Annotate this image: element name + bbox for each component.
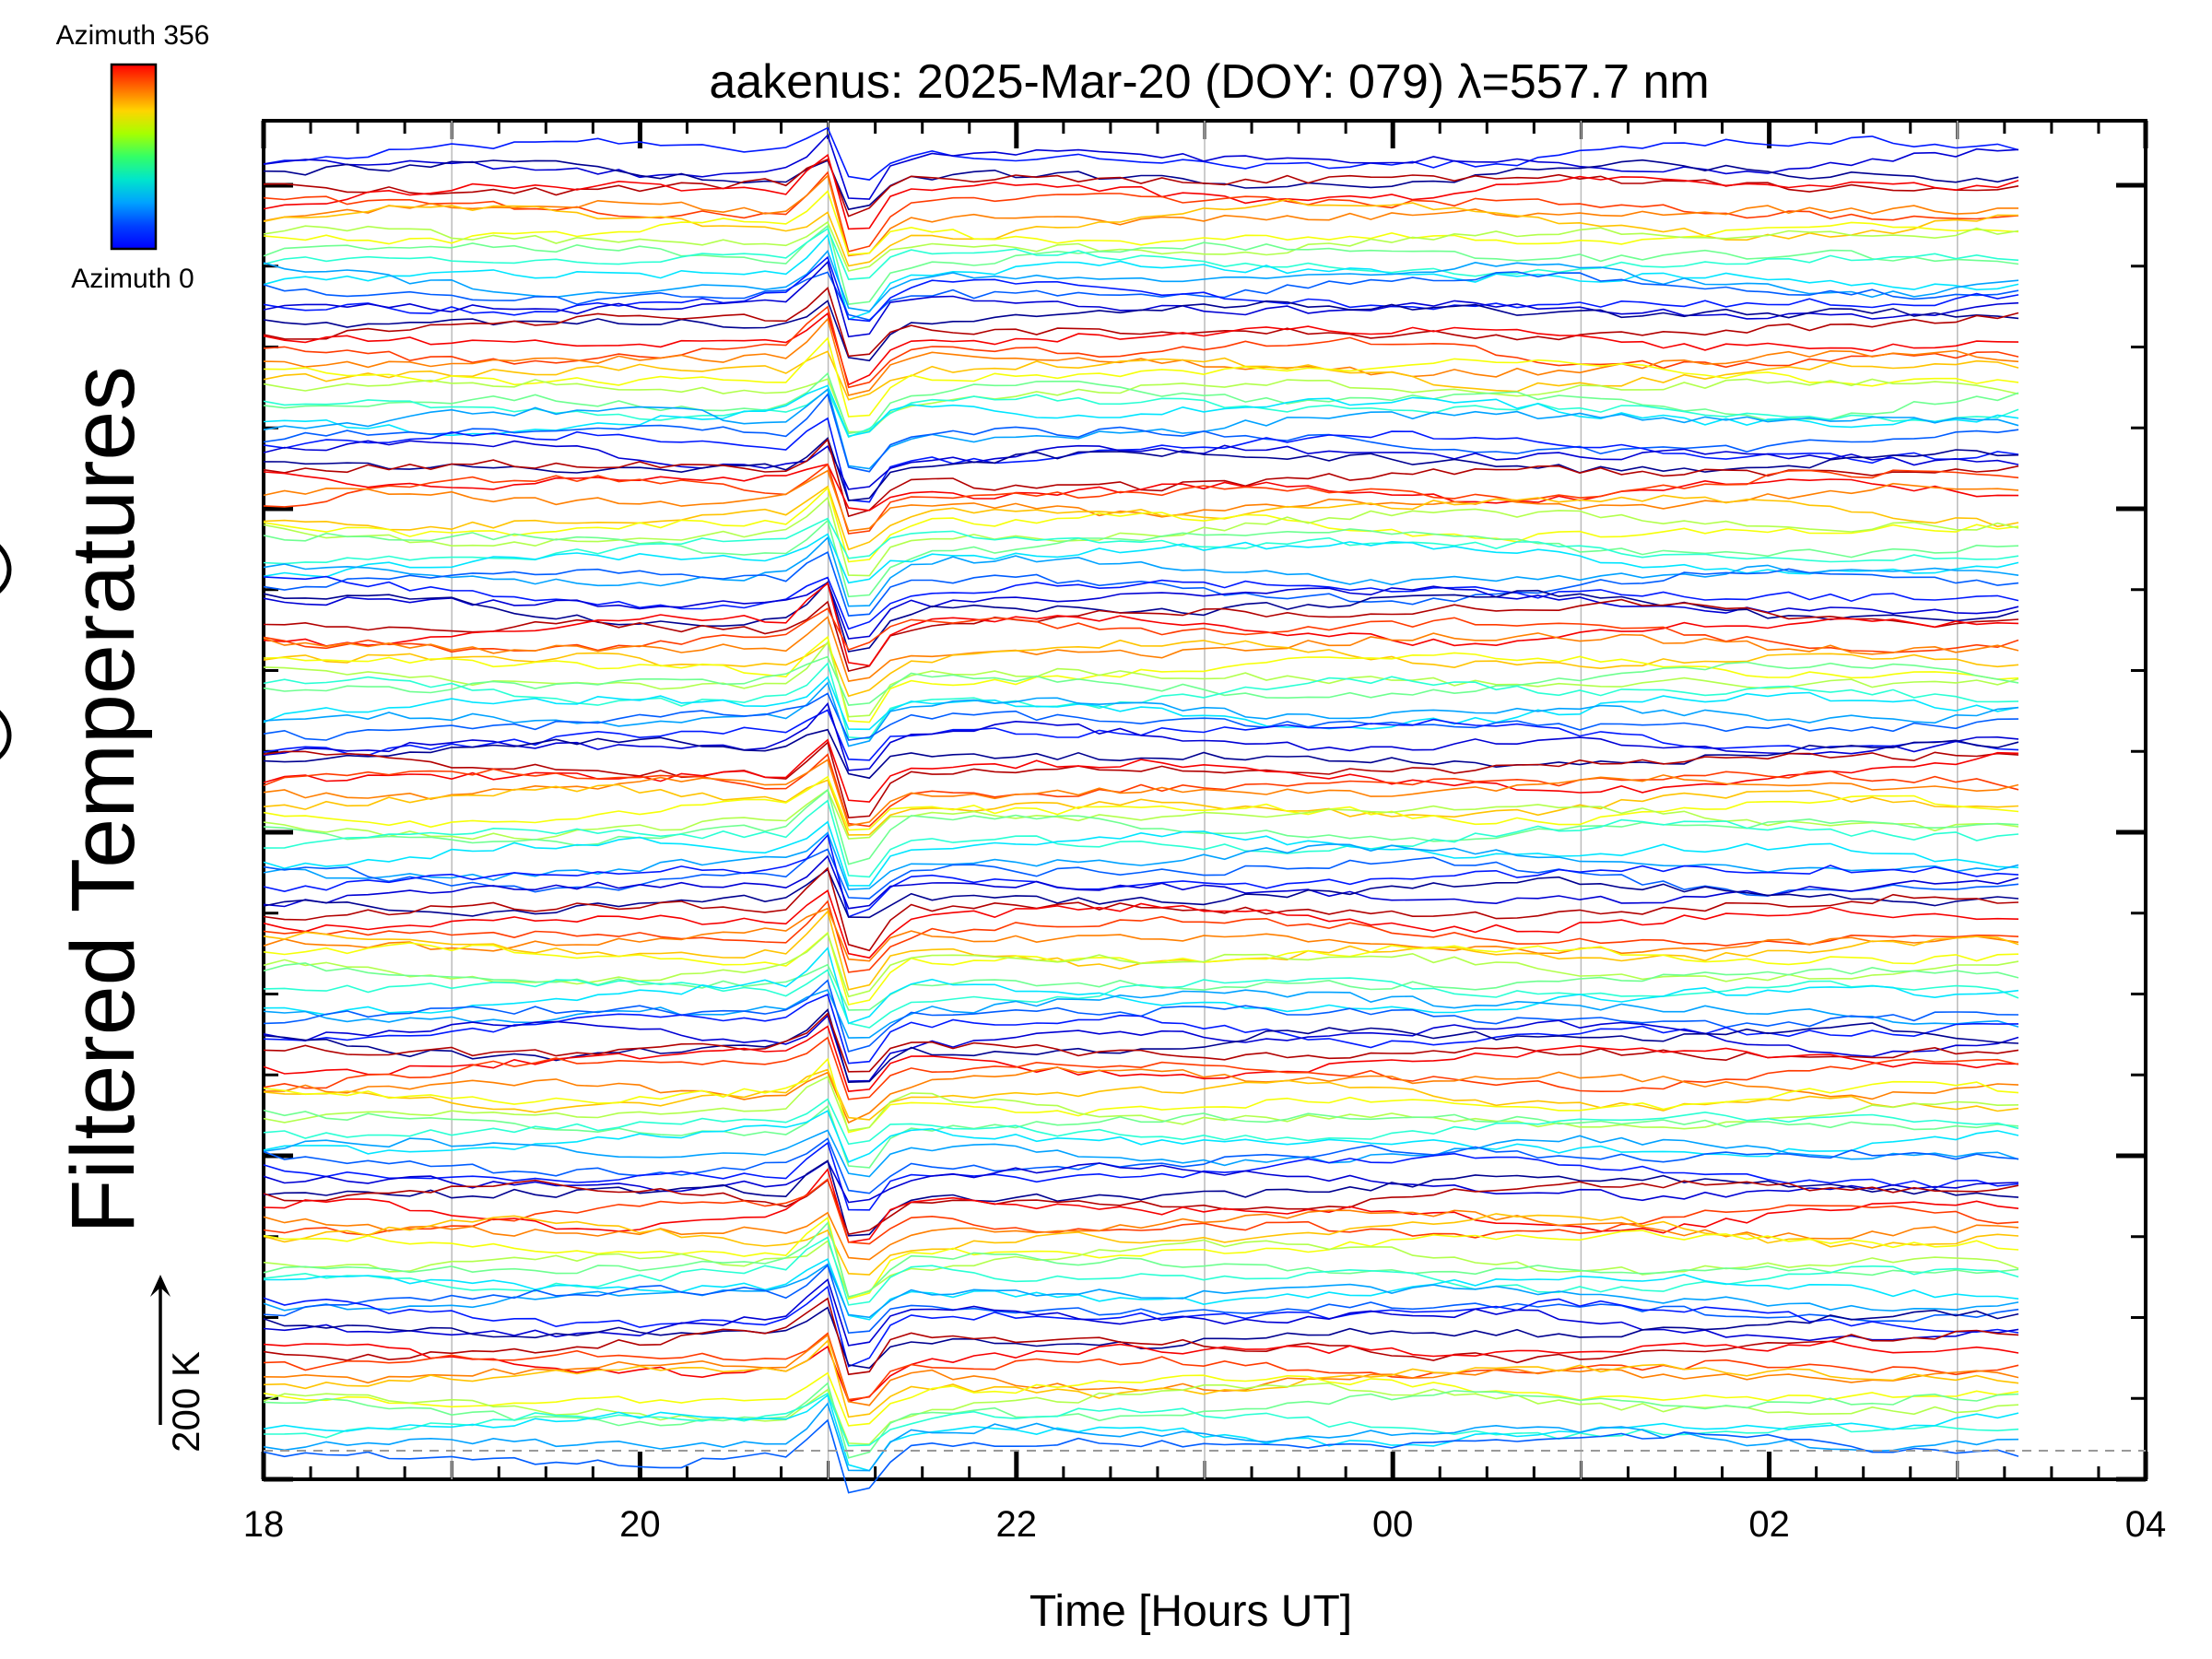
svg-text:18: 18 <box>243 1504 285 1545</box>
svg-text:200 K: 200 K <box>164 1351 207 1453</box>
svg-text:Time [Hours UT]: Time [Hours UT] <box>1030 1587 1352 1636</box>
svg-text:22: 22 <box>996 1504 1038 1545</box>
svg-text:20: 20 <box>619 1504 661 1545</box>
svg-text:02: 02 <box>1748 1504 1790 1545</box>
svg-text:Filtered Temperatures: Filtered Temperatures <box>53 366 153 1234</box>
svg-text:Azimuth 356: Azimuth 356 <box>56 20 210 51</box>
svg-text:00: 00 <box>1372 1504 1414 1545</box>
svg-text:Azimuth 0: Azimuth 0 <box>71 264 194 294</box>
svg-text:04: 04 <box>2125 1504 2167 1545</box>
svg-text:aakenus: 2025-Mar-20 (DOY: 079: aakenus: 2025-Mar-20 (DOY: 079) λ=557.7 … <box>709 55 1709 109</box>
